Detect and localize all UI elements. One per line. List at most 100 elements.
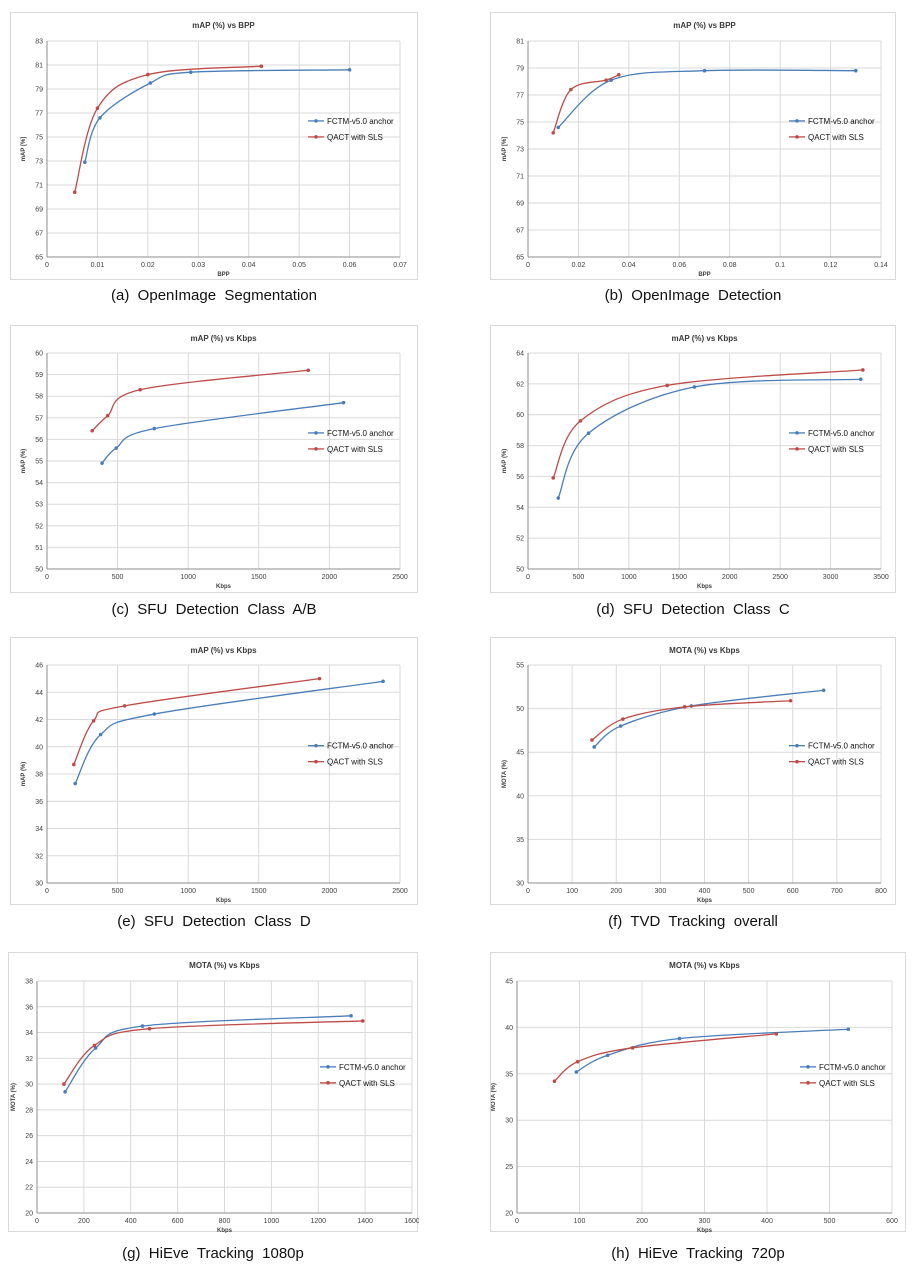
data-point-fctm xyxy=(140,1024,145,1028)
x-tick-label: 1500 xyxy=(671,574,687,581)
x-tick-label: 200 xyxy=(610,888,622,895)
data-point-fctm xyxy=(98,116,102,120)
x-tick-label: 3500 xyxy=(873,574,889,581)
y-tick-label: 69 xyxy=(35,207,43,214)
x-tick-label: 300 xyxy=(699,1218,711,1225)
figure-caption: (d) SFU Detection Class C xyxy=(596,601,790,618)
legend-marker-fctm xyxy=(314,431,318,435)
y-tick-label: 62 xyxy=(516,381,524,388)
legend-marker-qact xyxy=(314,135,318,139)
y-tick-label: 54 xyxy=(516,505,524,512)
y-tick-label: 20 xyxy=(25,1211,33,1218)
chart-svg: mAP (%) vs Kbps 30 32 34 36 38 40 42 44 46 0 500 100… xyxy=(21,646,408,904)
y-tick-label: 58 xyxy=(35,394,43,401)
x-axis-label: Kbps xyxy=(216,584,232,590)
chart-svg: mAP (%) vs BPP 65 67 69 71 73 75 77 79 81 83 0 0.01 0… xyxy=(21,21,407,278)
series-line-fctm xyxy=(74,680,384,784)
x-tick-label: 0.04 xyxy=(242,262,256,269)
legend-label-qact: QACT with SLS xyxy=(339,1079,395,1088)
y-tick-label: 67 xyxy=(35,231,43,238)
y-tick-label: 71 xyxy=(516,174,524,181)
legend-marker-qact xyxy=(314,759,318,764)
x-tick-label: 500 xyxy=(112,888,124,895)
x-tick-label: 0 xyxy=(526,262,530,269)
data-point-qact xyxy=(616,72,621,77)
y-tick-label: 25 xyxy=(505,1164,513,1171)
series-line-qact xyxy=(552,369,863,479)
legend-marker-fctm xyxy=(795,743,799,748)
y-tick-label: 59 xyxy=(35,372,43,379)
series-line-qact xyxy=(552,74,620,134)
series-line-qact xyxy=(73,677,320,765)
x-axis-label: Kbps xyxy=(697,1228,713,1233)
data-point-qact xyxy=(774,1032,779,1036)
data-point-qact xyxy=(95,106,100,110)
series-line-qact xyxy=(591,700,791,741)
y-tick-label: 45 xyxy=(516,750,524,757)
data-point-fctm xyxy=(821,688,826,693)
y-tick-label: 52 xyxy=(516,536,524,543)
x-tick-label: 0.14 xyxy=(874,262,888,269)
data-point-fctm xyxy=(152,426,157,431)
y-tick-label: 46 xyxy=(35,663,43,670)
y-tick-label: 71 xyxy=(35,183,43,190)
x-tick-label: 1000 xyxy=(180,574,196,581)
y-tick-label: 75 xyxy=(35,135,43,142)
y-tick-label: 38 xyxy=(25,979,33,986)
x-tick-label: 2500 xyxy=(772,574,788,581)
x-tick-label: 0.05 xyxy=(292,262,306,269)
figure-caption: (e) SFU Detection Class D xyxy=(117,913,311,930)
x-tick-label: 100 xyxy=(574,1218,586,1225)
legend-label-qact: QACT with SLS xyxy=(327,758,383,767)
y-axis-label: MOTA (%) xyxy=(502,760,508,788)
data-point-qact xyxy=(72,762,76,767)
x-tick-label: 0.02 xyxy=(141,262,155,269)
series-line-qact xyxy=(74,65,262,193)
chart-title: MOTA (%) vs Kbps xyxy=(669,961,740,970)
data-point-fctm xyxy=(341,400,346,405)
legend-label-qact: QACT with SLS xyxy=(327,133,383,142)
x-axis-label: Kbps xyxy=(697,898,713,904)
y-tick-label: 58 xyxy=(516,443,524,450)
y-tick-label: 24 xyxy=(25,1159,33,1166)
x-tick-label: 0 xyxy=(45,262,49,269)
x-tick-label: 1400 xyxy=(357,1218,373,1225)
data-point-qact xyxy=(122,704,127,708)
x-axis-label: BPP xyxy=(217,272,229,278)
chart-svg: MOTA (%) vs Kbps 20 25 30 35 40 45 0 100 200 300 40… xyxy=(491,961,898,1233)
data-point-qact xyxy=(92,1043,97,1048)
chart-panel: mAP (%) vs BPP 65 67 69 71 73 75 77 79 81 0 0.02 0.0… xyxy=(490,12,896,280)
x-axis-label: BPP xyxy=(698,272,710,278)
y-axis-label: mAP (%) xyxy=(21,449,27,474)
y-tick-label: 50 xyxy=(516,706,524,713)
figure-caption: (h) HiEve Tracking 720p xyxy=(611,1245,785,1262)
data-point-fctm xyxy=(349,1014,353,1018)
x-tick-label: 600 xyxy=(886,1218,898,1225)
legend-marker-fctm xyxy=(314,119,318,123)
x-tick-label: 2000 xyxy=(322,888,338,895)
y-tick-label: 30 xyxy=(516,881,524,888)
x-tick-label: 0 xyxy=(45,574,49,581)
y-tick-label: 83 xyxy=(35,39,43,46)
data-point-fctm xyxy=(618,724,623,728)
y-tick-label: 35 xyxy=(505,1071,513,1078)
x-tick-label: 0.02 xyxy=(572,262,586,269)
legend-label-fctm: FCTM-v5.0 anchor xyxy=(327,429,394,438)
legend-marker-qact xyxy=(795,135,799,139)
y-tick-label: 75 xyxy=(516,120,524,127)
y-tick-label: 81 xyxy=(35,63,43,70)
data-point-fctm xyxy=(114,446,118,450)
chart-panel: mAP (%) vs Kbps 50 52 54 56 58 60 62 64 0 500 1000 1… xyxy=(490,325,896,593)
x-tick-label: 1000 xyxy=(264,1218,280,1225)
legend-marker-qact xyxy=(795,447,799,451)
x-tick-label: 500 xyxy=(743,888,755,895)
y-axis-label: MOTA (%) xyxy=(11,1083,17,1111)
y-tick-label: 55 xyxy=(35,459,43,466)
y-tick-label: 60 xyxy=(516,412,524,419)
data-point-fctm xyxy=(692,385,697,389)
data-point-fctm xyxy=(853,68,858,73)
x-tick-label: 0 xyxy=(526,888,530,895)
y-axis-label: MOTA (%) xyxy=(491,1083,497,1111)
chart-svg: mAP (%) vs BPP 65 67 69 71 73 75 77 79 81 0 0.02 0.0… xyxy=(502,21,888,278)
series-line-fctm xyxy=(557,69,856,128)
